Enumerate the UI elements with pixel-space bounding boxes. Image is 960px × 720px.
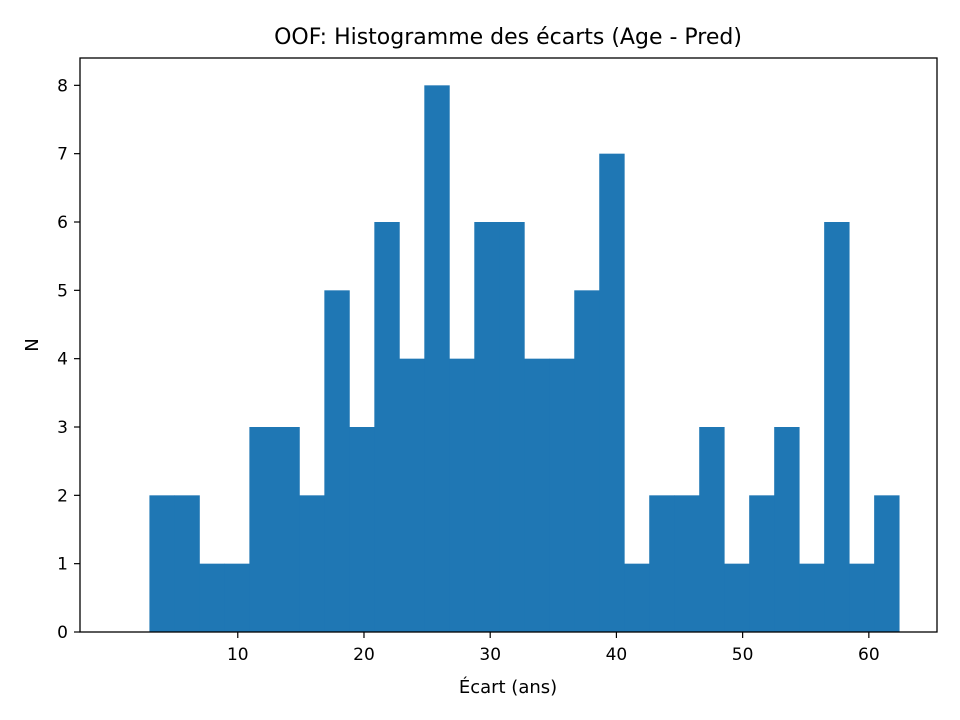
y-axis-label: N — [22, 338, 43, 351]
histogram-bar — [349, 427, 375, 632]
histogram-bar — [274, 427, 300, 632]
y-tick-label: 4 — [57, 350, 68, 370]
histogram-bar — [499, 222, 525, 632]
histogram-bar — [299, 495, 325, 632]
x-tick-label: 40 — [606, 645, 628, 665]
histogram-bar — [424, 85, 450, 633]
histogram-bar — [449, 358, 475, 632]
y-tick-label: 1 — [57, 555, 68, 575]
chart-title: OOF: Histogramme des écarts (Age - Pred) — [274, 25, 742, 50]
histogram-bar — [199, 563, 225, 632]
x-tick-label: 60 — [858, 645, 880, 665]
histogram-bar — [699, 427, 725, 632]
x-axis-ticks: 10 20 30 40 50 60 — [227, 632, 880, 665]
histogram-bar — [174, 495, 200, 632]
y-tick-label: 0 — [57, 623, 68, 643]
x-tick-label: 30 — [479, 645, 501, 665]
histogram-bar — [624, 563, 650, 632]
y-tick-label: 5 — [57, 281, 68, 301]
y-axis-ticks: 0 1 2 3 4 5 6 7 8 — [57, 76, 80, 643]
y-tick-label: 2 — [57, 486, 68, 506]
histogram-bar — [774, 427, 800, 632]
histogram-bar — [649, 495, 675, 632]
histogram-bar — [324, 290, 350, 632]
y-tick-label: 8 — [57, 76, 68, 96]
histogram-bar — [824, 222, 850, 632]
histogram-bar — [574, 290, 600, 632]
histogram-bar — [749, 495, 775, 632]
plot-area: 10 20 30 40 50 60 0 1 2 3 4 5 6 7 8 — [57, 57, 938, 665]
x-tick-label: 10 — [227, 645, 249, 665]
histogram-bar — [399, 358, 425, 632]
histogram-bar — [249, 427, 275, 632]
histogram-bar — [474, 222, 500, 632]
histogram-bar — [224, 563, 250, 632]
histogram-bars — [149, 85, 900, 633]
x-tick-label: 50 — [732, 645, 754, 665]
histogram-bar — [524, 358, 550, 632]
y-tick-label: 7 — [57, 145, 68, 165]
y-tick-label: 6 — [57, 213, 68, 233]
histogram-bar — [599, 153, 625, 632]
x-axis-label: Écart (ans) — [459, 676, 557, 698]
histogram-bar — [849, 563, 875, 632]
y-tick-label: 3 — [57, 418, 68, 438]
axes-frame — [79, 57, 938, 633]
histogram-bar — [549, 358, 575, 632]
histogram-bar — [374, 222, 400, 632]
histogram-bar — [874, 495, 900, 632]
histogram-bar — [724, 563, 750, 632]
histogram-bar — [674, 495, 700, 632]
x-tick-label: 20 — [353, 645, 375, 665]
histogram-bar — [799, 563, 825, 632]
histogram-bar — [149, 495, 175, 632]
